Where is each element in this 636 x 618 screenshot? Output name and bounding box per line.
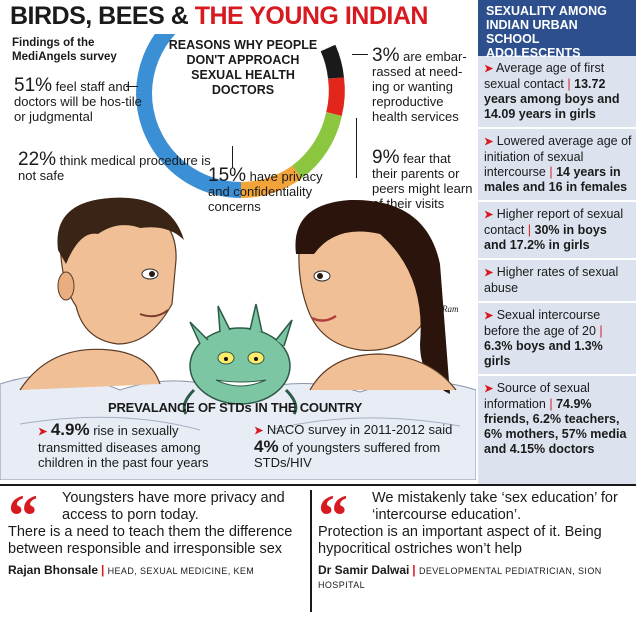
quote-first-line: We mistakenly take ‘sex education’ for ‘… xyxy=(372,490,618,523)
quote-attribution: Dr Samir Dalwai | DEVELOPMENTAL PEDIATRI… xyxy=(318,563,630,592)
quote-rest: There is a need to teach them the differ… xyxy=(8,524,293,557)
std-prevalence-title: PREVALANCE OF STDs IN THE COUNTRY xyxy=(108,400,363,415)
quote-mark-icon: “ xyxy=(8,483,38,549)
reason-9: 9% fear that their parents or peers migh… xyxy=(372,147,474,211)
sidebar-item-text: Average age of first sexual contact xyxy=(484,61,605,91)
sidebar-item-highlight: 74.9% friends, 6.2% teachers, 6% mothers… xyxy=(484,397,627,456)
std-naco-pre: NACO survey in 2011-2012 said xyxy=(266,422,453,437)
sidebar-item-before-20: ➤ Sexual intercourse before the age of 2… xyxy=(478,303,636,376)
quote-bhonsale: “ Youngsters have more privacy and acces… xyxy=(8,486,306,578)
sidebar-item-highlight: 30% in boys and 17.2% in girls xyxy=(484,223,607,252)
red-arrow-icon: ➤ xyxy=(484,63,494,75)
reason-51-value: 51% xyxy=(14,75,53,96)
quotes-divider xyxy=(310,490,312,612)
sidebar-item-initiation-age: ➤ Lowered average age of initiation of s… xyxy=(478,129,636,202)
quote-rest: Protection is an important aspect of it.… xyxy=(318,524,602,557)
sidebar-item-first-contact: ➤ Average age of first sexual contact | … xyxy=(478,56,636,129)
separator-bar: | xyxy=(549,165,553,179)
reason-3: 3% are embar-rassed at need-ing or wanti… xyxy=(372,45,472,124)
reason-15-text: have privacy and confidentiality concern… xyxy=(208,169,323,214)
reason-3-value: 3% xyxy=(372,45,400,66)
quote-dalwai: “ We mistakenly take ‘sex education’ for… xyxy=(318,486,630,592)
adolescent-sexuality-sidebar: SEXUALITY AMONG INDIAN URBAN SCHOOL ADOL… xyxy=(478,0,636,484)
separator-bar: | xyxy=(412,563,417,577)
sidebar-item-text: Sexual intercourse before the age of 20 xyxy=(484,308,601,338)
quote-text: Youngsters have more privacy and access … xyxy=(8,490,306,558)
quote-author: Dr Samir Dalwai xyxy=(318,563,410,577)
reason-22-text: think medical procedure is not safe xyxy=(18,153,211,183)
headline: BIRDS, BEES & THE YOUNG INDIAN xyxy=(10,2,428,31)
headline-part-2: THE YOUNG INDIAN xyxy=(194,2,429,30)
reason-22: 22% think medical procedure is not safe xyxy=(18,149,218,183)
sidebar-item-information-source: ➤ Source of sexual information | 74.9% f… xyxy=(478,376,636,462)
red-arrow-icon: ➤ xyxy=(38,426,48,438)
red-arrow-icon: ➤ xyxy=(484,383,494,395)
std-item-rise: ➤ 4.9% rise in sexually transmitted dise… xyxy=(38,420,238,470)
red-arrow-icon: ➤ xyxy=(484,136,494,148)
separator-bar: | xyxy=(567,77,571,91)
leader-line-9 xyxy=(356,118,357,178)
leader-line-51 xyxy=(126,86,138,87)
sidebar-item-sexual-contact: ➤ Higher report of sexual contact | 30% … xyxy=(478,202,636,260)
separator-bar: | xyxy=(527,223,532,237)
findings-label: Findings of the MediAngels survey xyxy=(12,37,117,63)
illustrator-credit: Ram xyxy=(442,304,459,314)
reason-9-value: 9% xyxy=(372,147,400,168)
donut-segment-black xyxy=(320,44,344,80)
sidebar-item-text: Higher report of sexual contact xyxy=(484,207,624,237)
std-naco-value: 4% xyxy=(254,437,279,456)
young-woman-figure xyxy=(295,199,457,394)
quote-author: Rajan Bhonsale xyxy=(8,563,99,577)
quote-mark-icon: “ xyxy=(318,483,348,549)
headline-part-1: BIRDS, BEES & xyxy=(10,2,195,30)
quotes-section xyxy=(0,484,636,618)
sidebar-item-text: Higher rates of sexual abuse xyxy=(484,265,619,295)
sidebar-title: SEXUALITY AMONG INDIAN URBAN SCHOOL ADOL… xyxy=(478,0,636,60)
separator-bar: | xyxy=(100,563,105,577)
std-rise-text: rise in sexually transmitted diseases am… xyxy=(38,423,209,470)
survey-infographic: Findings of the MediAngels survey REASON… xyxy=(0,34,476,480)
quote-text: We mistakenly take ‘sex education’ for ‘… xyxy=(318,490,630,558)
sidebar-item-text: Lowered average age of initiation of sex… xyxy=(484,134,632,179)
reason-15-value: 15% xyxy=(208,165,247,186)
sidebar-item-highlight: 13.72 years among boys and 14.09 years i… xyxy=(484,77,620,121)
reason-51-text: feel staff and doctors will be hos-tile … xyxy=(14,79,142,124)
quote-first-line: Youngsters have more privacy and access … xyxy=(62,490,285,523)
red-arrow-icon: ➤ xyxy=(254,425,264,437)
separator-bar: | xyxy=(599,324,603,338)
std-rise-value: 4.9% xyxy=(50,420,90,439)
reason-22-value: 22% xyxy=(18,149,57,170)
germ-monster xyxy=(182,303,298,415)
sidebar-item-sexual-abuse: ➤ Higher rates of sexual abuse xyxy=(478,260,636,303)
reason-51: 51% feel staff and doctors will be hos-t… xyxy=(14,75,154,124)
red-arrow-icon: ➤ xyxy=(484,310,494,322)
std-item-naco: ➤ NACO survey in 2011-2012 said 4% of yo… xyxy=(254,422,454,470)
donut-segment-blue xyxy=(136,92,242,198)
separator-bar: | xyxy=(549,397,553,411)
bed-sheet-fold xyxy=(19,416,461,431)
donut-segment-blue-top xyxy=(136,34,176,94)
donut-segment-green xyxy=(292,112,342,179)
couple-and-germ-illustration xyxy=(0,197,476,480)
red-arrow-icon: ➤ xyxy=(484,209,494,221)
reason-3-text: are embar-rassed at need-ing or wanting … xyxy=(372,49,467,124)
donut-segment-red xyxy=(326,76,345,116)
sidebar-item-highlight: 6.3% boys and 1.3% girls xyxy=(484,339,603,368)
donut-segment-orange xyxy=(240,165,302,198)
quote-author-role: DEVELOPMENTAL PEDIATRICIAN, SION HOSPITA… xyxy=(318,566,602,590)
std-naco-post: of youngsters suffered from STDs/HIV xyxy=(254,440,441,470)
red-arrow-icon: ➤ xyxy=(484,267,494,279)
young-man-figure xyxy=(19,197,184,391)
quote-author-role: HEAD, SEXUAL MEDICINE, KEM xyxy=(107,566,255,576)
std-prevalence-panel: PREVALANCE OF STDs IN THE COUNTRY ➤ 4.9%… xyxy=(32,400,452,480)
leader-line-15 xyxy=(232,146,233,168)
reasons-donut-chart xyxy=(136,34,345,198)
reason-15: 15% have privacy and confidentiality con… xyxy=(208,165,338,214)
quote-attribution: Rajan Bhonsale | HEAD, SEXUAL MEDICINE, … xyxy=(8,563,306,578)
sidebar-item-text: Source of sexual information xyxy=(484,381,590,411)
reasons-title: REASONS WHY PEOPLE DON'T APPROACH SEXUAL… xyxy=(168,38,318,97)
leader-line-3 xyxy=(352,54,368,55)
sidebar-item-highlight: 14 years in males and 16 in females xyxy=(484,165,628,194)
